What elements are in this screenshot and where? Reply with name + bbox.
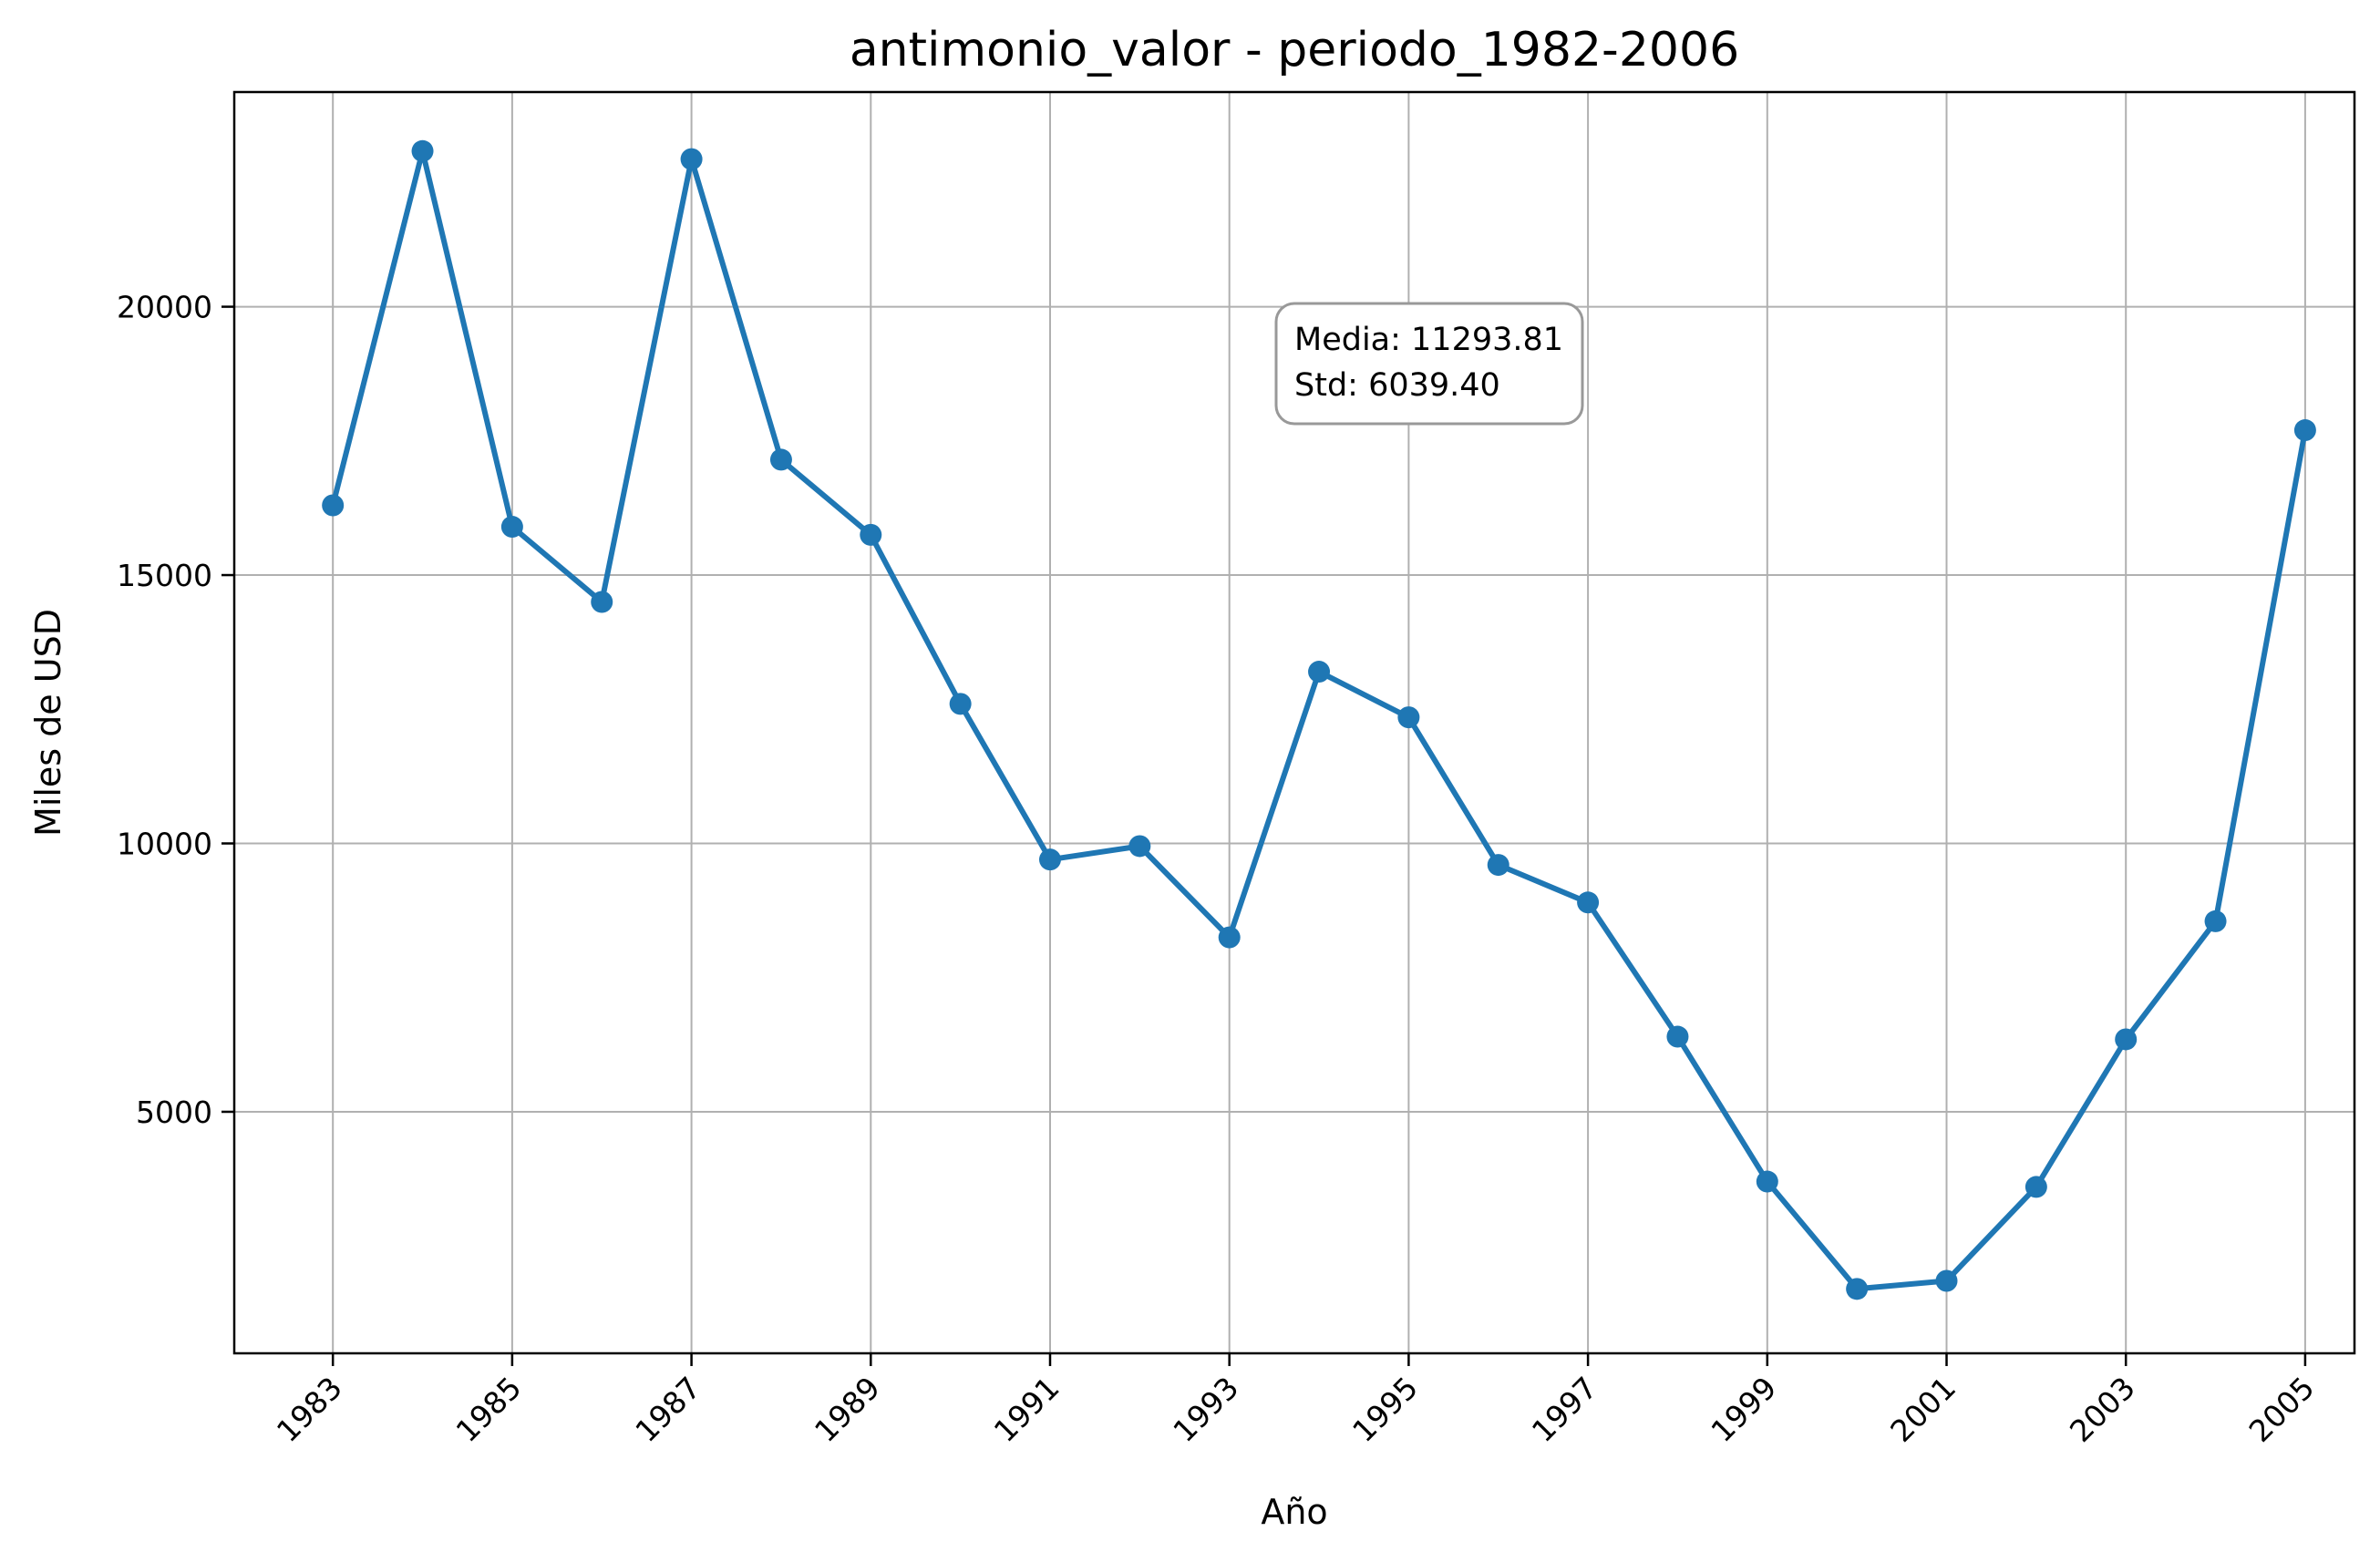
data-point [1397, 706, 1420, 729]
chart-title: antimonio_valor - periodo_1982-2006 [850, 23, 1739, 77]
stats-box [1274, 302, 1584, 426]
stats-annotation: Media: 11293.81 Std: 6039.40 [1274, 302, 1584, 426]
data-point [2115, 1028, 2138, 1051]
data-point [949, 693, 972, 715]
data-point [1218, 926, 1241, 949]
y-axis-label: Miles de USD [28, 609, 68, 837]
data-point [2204, 909, 2227, 932]
x-axis-label: Año [1261, 1492, 1327, 1532]
data-point [1128, 835, 1151, 858]
series-layer [322, 139, 2316, 1300]
data-point [860, 523, 882, 546]
data-point [500, 516, 523, 539]
data-point [680, 148, 703, 170]
data-point [1308, 661, 1331, 683]
data-point [322, 494, 345, 517]
data-point [1577, 891, 1600, 914]
data-point [1935, 1269, 1958, 1292]
plot-frame [232, 90, 2356, 1355]
y-tick-label: 5000 [136, 1094, 212, 1130]
data-point [2293, 419, 2316, 442]
data-point [1756, 1170, 1778, 1193]
y-tick-label: 15000 [117, 558, 212, 593]
y-tick-label: 20000 [117, 290, 212, 325]
data-point [1038, 848, 1061, 871]
data-point [2025, 1176, 2047, 1198]
data-point [591, 591, 613, 613]
data-point [769, 448, 792, 471]
stats-std: Std: 6039.40 [1294, 367, 1500, 404]
data-point [1487, 854, 1509, 877]
data-point [1666, 1025, 1689, 1048]
grid [234, 92, 2354, 1353]
y-tick-label: 10000 [117, 827, 212, 862]
stats-mean: Media: 11293.81 [1294, 322, 1563, 358]
data-point [1846, 1278, 1869, 1300]
data-point [411, 139, 434, 162]
